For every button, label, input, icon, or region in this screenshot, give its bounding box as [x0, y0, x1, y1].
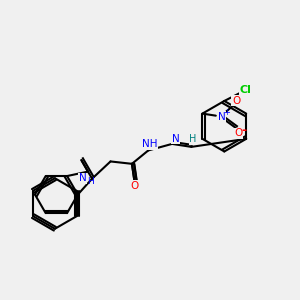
Text: Cl: Cl	[239, 85, 251, 95]
Text: N: N	[79, 173, 86, 183]
Text: O: O	[234, 128, 242, 138]
Text: O: O	[130, 181, 138, 190]
Text: H: H	[87, 177, 94, 186]
Text: NH: NH	[142, 140, 158, 149]
Text: N: N	[172, 134, 179, 144]
Text: O: O	[232, 96, 240, 106]
Text: +: +	[224, 108, 230, 117]
Text: N: N	[218, 112, 226, 122]
Text: H: H	[189, 134, 197, 144]
Text: -: -	[242, 124, 247, 137]
